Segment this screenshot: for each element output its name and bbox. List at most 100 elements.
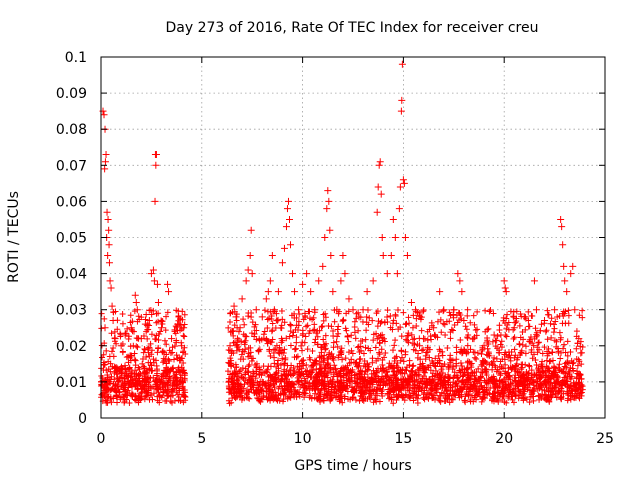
data-point-background xyxy=(105,386,112,393)
data-point-background xyxy=(136,316,143,323)
data-point-background xyxy=(298,342,305,349)
data-point-background xyxy=(108,348,115,355)
x-tick-label: 5 xyxy=(197,431,206,447)
data-point-background xyxy=(538,321,545,328)
data-point-background xyxy=(136,395,143,402)
data-point-background xyxy=(372,344,379,351)
data-point-background xyxy=(439,352,446,359)
data-point-background xyxy=(153,383,160,390)
data-point-background xyxy=(124,325,131,332)
data-point-background xyxy=(104,382,111,389)
x-axis-label: GPS time / hours xyxy=(294,458,411,474)
data-point xyxy=(228,327,236,335)
data-point xyxy=(532,306,540,314)
data-point-background xyxy=(319,323,326,330)
data-point-background xyxy=(256,366,263,373)
data-point-background xyxy=(397,357,404,364)
data-point-background xyxy=(174,327,181,334)
data-point-background xyxy=(543,327,550,334)
y-tick-label: 0.03 xyxy=(56,303,87,319)
data-point-background xyxy=(462,323,469,330)
data-point-background xyxy=(181,393,188,400)
data-point-background xyxy=(532,357,539,364)
y-tick-label: 0 xyxy=(78,411,87,427)
data-point-background xyxy=(333,369,340,376)
data-point xyxy=(324,187,332,195)
data-point-background xyxy=(369,317,376,324)
data-point-background xyxy=(162,327,169,334)
data-point-background xyxy=(98,381,105,388)
data-point-background xyxy=(302,333,309,340)
data-point-background xyxy=(489,366,496,373)
data-point-background xyxy=(159,321,166,328)
data-point-background xyxy=(146,353,153,360)
data-point-background xyxy=(561,341,568,348)
data-point-background xyxy=(248,313,255,320)
data-point xyxy=(329,288,337,296)
data-point-background xyxy=(108,373,115,380)
data-point xyxy=(282,223,290,231)
data-point-background xyxy=(243,391,250,398)
data-point-background xyxy=(111,384,118,391)
data-point-background xyxy=(420,346,427,353)
data-point-background xyxy=(269,320,276,327)
data-point-background xyxy=(420,308,427,315)
data-point-background xyxy=(147,340,154,347)
data-point-background xyxy=(153,357,160,364)
data-point-background xyxy=(292,345,299,352)
data-point xyxy=(299,280,307,288)
data-point-background xyxy=(556,329,563,336)
data-point-background xyxy=(107,360,114,367)
data-point-background xyxy=(155,318,162,325)
data-point xyxy=(101,324,109,332)
data-point-background xyxy=(131,350,138,357)
data-point-background xyxy=(181,376,188,383)
data-point-background xyxy=(144,335,151,342)
data-point-background xyxy=(237,356,244,363)
data-point xyxy=(321,234,329,241)
data-point-background xyxy=(567,348,574,355)
data-point-background xyxy=(137,396,144,403)
data-point-background xyxy=(472,326,479,333)
data-point-background xyxy=(137,370,144,377)
data-point-background xyxy=(557,355,564,362)
data-point-background xyxy=(351,324,358,331)
data-point-background xyxy=(132,397,139,404)
data-point-background xyxy=(104,380,111,387)
data-point-background xyxy=(154,397,161,404)
data-point-background xyxy=(148,347,155,354)
data-point-background xyxy=(171,397,178,404)
data-point xyxy=(104,252,112,260)
data-point-background xyxy=(125,353,132,360)
data-point-background xyxy=(98,391,105,398)
data-point-background xyxy=(113,388,120,395)
data-point-background xyxy=(287,321,294,328)
data-point-background xyxy=(181,311,188,318)
chart-title: Day 273 of 2016, Rate Of TEC Index for r… xyxy=(165,20,538,36)
data-point xyxy=(108,302,116,310)
data-point-background xyxy=(402,321,409,328)
data-point-background xyxy=(385,390,392,397)
data-point-background xyxy=(337,368,344,375)
data-point-background xyxy=(363,387,370,394)
data-point-background xyxy=(503,333,510,340)
data-point-background xyxy=(470,312,477,319)
data-point-background xyxy=(181,387,188,394)
data-point-background xyxy=(141,377,148,384)
data-point-background xyxy=(135,378,142,385)
data-point-background xyxy=(293,354,300,361)
data-point-background xyxy=(418,347,425,354)
data-point-background xyxy=(264,316,271,323)
data-point-background xyxy=(414,400,421,407)
data-point-background xyxy=(560,365,567,372)
data-point-background xyxy=(275,357,282,364)
data-point xyxy=(373,208,381,216)
data-point-background xyxy=(533,361,540,368)
data-point-background xyxy=(476,385,483,392)
data-point-background xyxy=(398,333,405,340)
data-point-background xyxy=(429,357,436,364)
data-point-background xyxy=(114,382,121,389)
data-point-background xyxy=(127,312,134,319)
data-point-background xyxy=(145,359,152,366)
